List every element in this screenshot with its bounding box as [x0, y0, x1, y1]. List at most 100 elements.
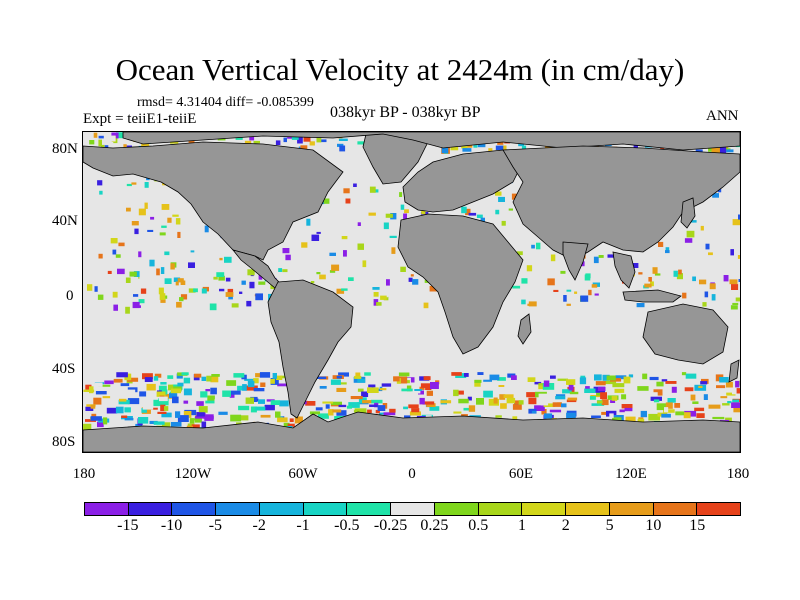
velocity-patch — [115, 254, 121, 258]
colorbar-swatch — [478, 503, 523, 515]
velocity-patch — [735, 297, 740, 302]
velocity-patch — [700, 381, 708, 385]
velocity-patch — [430, 382, 439, 389]
velocity-patch — [238, 405, 250, 411]
velocity-patch — [729, 279, 738, 285]
velocity-patch — [495, 145, 504, 150]
velocity-patch — [566, 289, 572, 292]
velocity-patch — [732, 302, 739, 305]
velocity-patch — [139, 391, 147, 397]
velocity-patch — [126, 207, 131, 212]
velocity-patch — [126, 183, 132, 187]
velocity-patch — [483, 379, 492, 382]
velocity-patch — [112, 291, 118, 298]
velocity-patch — [547, 278, 555, 286]
velocity-patch — [727, 401, 732, 404]
velocity-patch — [177, 278, 184, 283]
velocity-patch — [350, 396, 363, 400]
velocity-patch — [596, 400, 603, 404]
velocity-patch — [503, 394, 514, 398]
velocity-patch — [142, 404, 154, 410]
velocity-patch — [308, 278, 314, 284]
velocity-patch — [328, 409, 334, 416]
velocity-patch — [338, 404, 347, 408]
velocity-patch — [467, 396, 472, 401]
velocity-patch — [306, 218, 311, 226]
velocity-patch — [391, 247, 396, 254]
velocity-patch — [95, 391, 107, 395]
velocity-patch — [196, 412, 205, 417]
velocity-patch — [275, 140, 281, 145]
india — [562, 241, 589, 281]
velocity-patch — [138, 299, 145, 304]
velocity-patch — [141, 408, 147, 413]
velocity-patch — [584, 274, 591, 281]
velocity-patch — [253, 388, 265, 392]
velocity-patch — [211, 374, 220, 377]
velocity-patch — [373, 292, 379, 297]
velocity-patch — [229, 393, 235, 398]
velocity-patch — [343, 250, 347, 257]
velocity-patch — [160, 299, 166, 303]
velocity-patch — [278, 268, 283, 272]
velocity-patch — [685, 373, 697, 379]
velocity-patch — [121, 415, 128, 418]
velocity-patch — [183, 377, 191, 384]
velocity-patch — [116, 372, 128, 378]
velocity-patch — [398, 372, 410, 377]
velocity-patch — [158, 287, 164, 295]
velocity-patch — [362, 260, 367, 268]
velocity-patch — [527, 303, 532, 306]
velocity-patch — [637, 386, 649, 391]
velocity-patch — [164, 278, 172, 284]
velocity-patch — [216, 272, 225, 277]
velocity-patch — [373, 189, 379, 193]
lat-label-0: 0 — [66, 288, 74, 304]
velocity-patch — [404, 380, 410, 384]
velocity-patch — [246, 385, 258, 391]
velocity-patch — [561, 403, 567, 408]
southeast-asia — [612, 251, 636, 289]
velocity-patch — [107, 270, 112, 274]
velocity-patch — [497, 377, 506, 381]
velocity-patch — [400, 266, 406, 272]
colorbar-swatch — [303, 503, 348, 515]
velocity-patch — [708, 404, 721, 409]
velocity-patch — [716, 385, 726, 389]
velocity-patch — [425, 383, 432, 390]
velocity-patch — [348, 402, 360, 408]
velocity-patch — [161, 204, 170, 210]
velocity-patch — [194, 418, 202, 421]
velocity-patch — [566, 303, 571, 306]
velocity-patch — [512, 404, 522, 410]
velocity-patch — [591, 415, 601, 418]
velocity-patch — [731, 402, 740, 408]
velocity-patch — [566, 399, 577, 403]
velocity-patch — [160, 404, 166, 412]
velocity-patch — [642, 373, 648, 380]
velocity-patch — [675, 411, 685, 416]
velocity-patch — [177, 415, 189, 422]
velocity-patch — [94, 382, 103, 387]
velocity-patch — [497, 140, 504, 145]
velocity-patch — [353, 183, 357, 187]
velocity-patch — [348, 277, 354, 281]
velocity-patch — [628, 374, 634, 378]
velocity-patch — [602, 374, 610, 381]
velocity-patch — [566, 412, 576, 419]
velocity-patch — [501, 220, 506, 226]
velocity-patch — [426, 403, 436, 407]
colorbar-tick-label: -15 — [117, 517, 139, 534]
velocity-patch — [470, 390, 476, 393]
velocity-patch — [138, 208, 146, 216]
velocity-patch — [149, 259, 155, 267]
velocity-patch — [164, 393, 173, 399]
velocity-patch — [219, 257, 223, 261]
velocity-patch — [142, 373, 153, 380]
colorbar-tick-label: 15 — [689, 517, 706, 534]
velocity-patch — [285, 254, 291, 261]
velocity-patch — [180, 280, 186, 285]
velocity-patch — [738, 279, 740, 282]
velocity-patch — [421, 210, 426, 215]
velocity-patch — [254, 419, 267, 425]
